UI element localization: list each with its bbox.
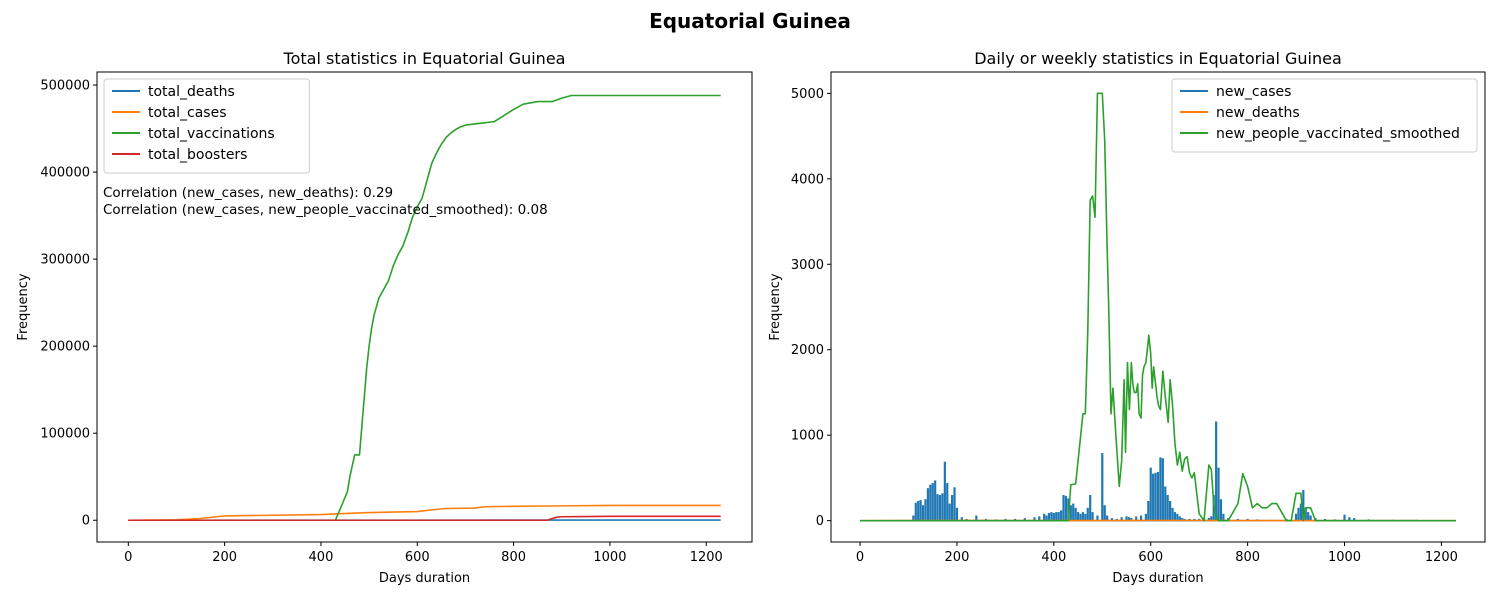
legend-entry-total-cases: total_cases (148, 105, 227, 121)
x-tick-label: 0 (856, 550, 864, 565)
legend: total_deaths total_cases total_vaccination… (103, 78, 310, 174)
legend: new_cases new_deaths new_people_vaccinated… (1171, 78, 1478, 153)
legend-entry-total-boosters: total_boosters (148, 147, 247, 163)
x-tick-label: 1200 (1425, 550, 1458, 565)
y-tick-label: 1000 (791, 429, 824, 444)
series-new-people-vaccinated-smoothed-line (860, 92, 1456, 522)
y-tick-label: 300000 (40, 253, 90, 268)
series-total-cases-line (128, 504, 721, 522)
x-tick-label: 400 (309, 550, 334, 565)
y-tick-label: 4000 (791, 172, 824, 187)
x-tick-label: 800 (501, 550, 526, 565)
y-tick-label: 2000 (791, 343, 824, 358)
correlation-annotation: Correlation (new_cases, new_deaths): 0.2… (103, 185, 393, 201)
daily-statistics-panel: Daily or weekly statistics in Equatorial… (768, 49, 1486, 586)
x-tick-label: 400 (1041, 550, 1066, 565)
y-tick-label: 3000 (791, 258, 824, 273)
x-tick-label: 600 (1138, 550, 1163, 565)
y-tick-label: 200000 (40, 340, 90, 355)
legend-entry-total-deaths: total_deaths (148, 84, 235, 100)
x-tick-label: 200 (212, 550, 237, 565)
axes-frame (830, 71, 1486, 543)
x-tick-label: 1000 (1328, 550, 1361, 565)
legend-entry-total-vaccinations: total_vaccinations (148, 126, 275, 142)
chart-title: Total statistics in Equatorial Guinea (283, 49, 566, 68)
x-tick-label: 0 (124, 550, 132, 565)
x-axis-label: Days duration (379, 571, 470, 586)
y-axis-label: Frequency (16, 273, 31, 340)
x-tick-label: 800 (1235, 550, 1260, 565)
y-tick-label: 0 (82, 514, 90, 529)
legend-entry-new-cases: new_cases (1216, 84, 1291, 100)
legend-box (103, 78, 310, 174)
correlation-annotation: Correlation (new_cases, new_people_vacci… (103, 202, 548, 218)
y-tick-label: 500000 (40, 79, 90, 94)
legend-entry-new-deaths: new_deaths (1216, 105, 1300, 121)
y-tick-label: 100000 (40, 427, 90, 442)
plot-area (860, 92, 1456, 522)
series-total-vaccinations-line (128, 94, 721, 522)
figure-title: Equatorial Guinea (649, 9, 851, 33)
y-tick-label: 400000 (40, 166, 90, 181)
y-axis-label: Frequency (768, 273, 783, 340)
x-tick-label: 1200 (690, 550, 723, 565)
plot-area (128, 94, 721, 522)
x-tick-label: 200 (945, 550, 970, 565)
x-axis-label: Days duration (1112, 571, 1203, 586)
x-tick-label: 1000 (593, 550, 626, 565)
axes-frame (96, 71, 753, 543)
x-tick-label: 600 (405, 550, 430, 565)
legend-entry-new-people-vaccinated-smoothed: new_people_vaccinated_smoothed (1216, 126, 1460, 142)
series-total-boosters-line (128, 515, 721, 522)
legend-box (1171, 78, 1478, 153)
chart-title: Daily or weekly statistics in Equatorial… (974, 49, 1342, 68)
y-tick-label: 5000 (791, 87, 824, 102)
total-statistics-panel: Total statistics in Equatorial Guinea 0 20… (16, 49, 753, 586)
y-tick-label: 0 (816, 514, 824, 529)
